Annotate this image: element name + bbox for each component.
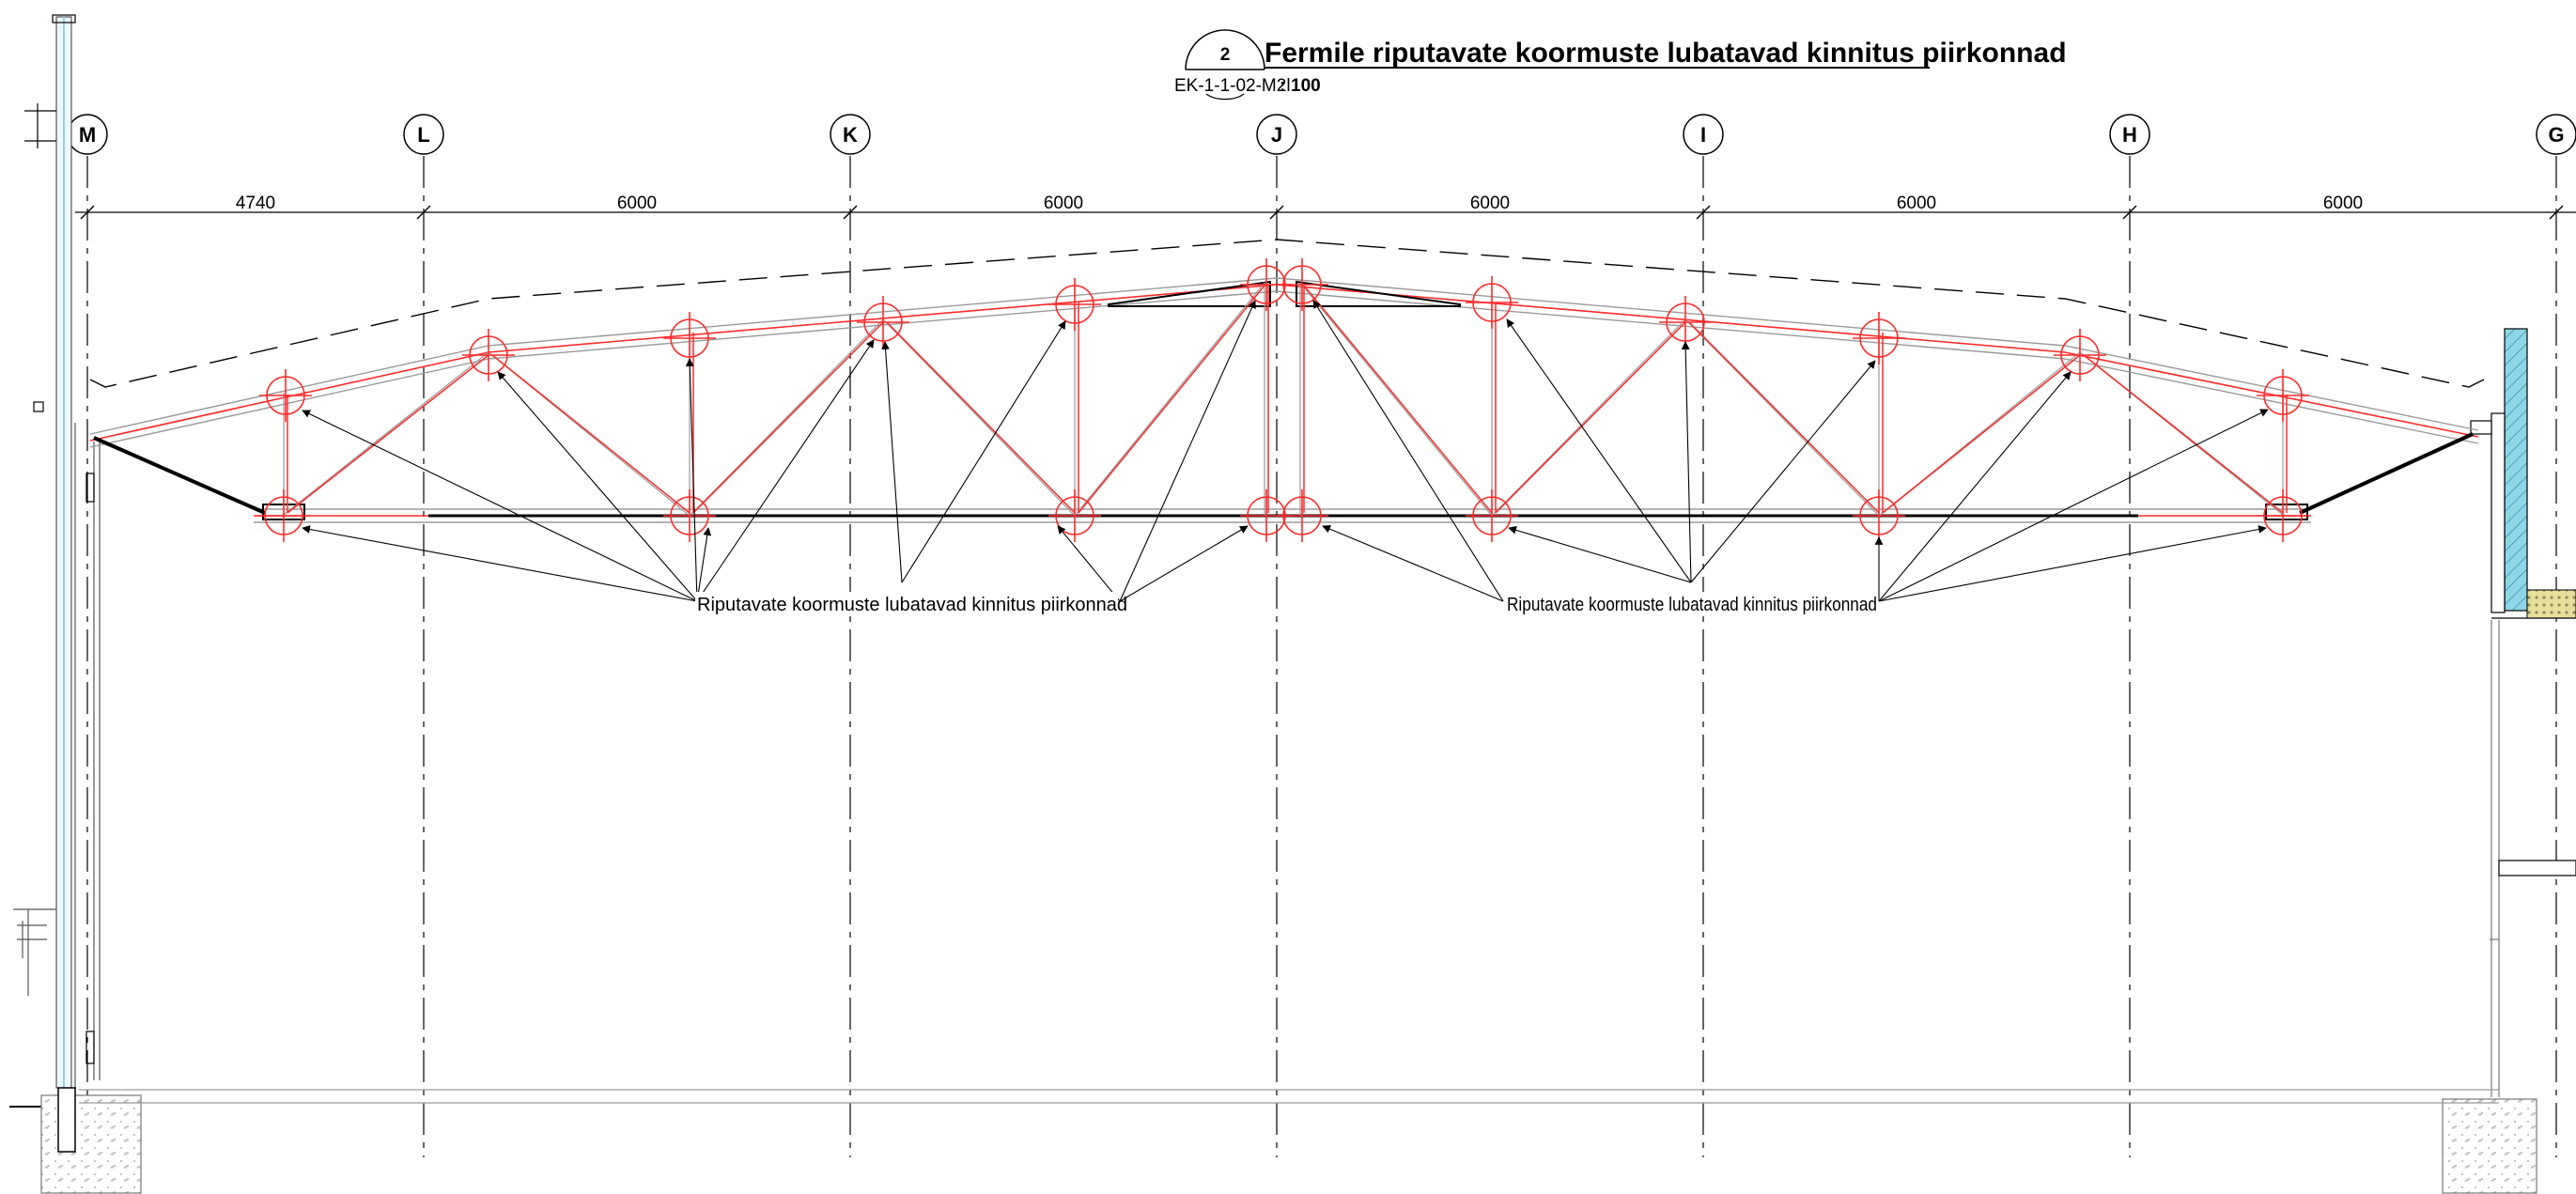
view-number-bubble (1185, 29, 1265, 70)
dimension-j-i: 6000 (1470, 194, 1510, 213)
dimension-h-g: 6000 (2323, 194, 2363, 213)
dimension-i-h: 6000 (1897, 194, 1936, 213)
svg-text:J: J (1271, 123, 1282, 147)
load-zone-markers (257, 258, 2309, 542)
load-zone-bottom-3 (1048, 489, 1101, 542)
grid-bubble-h: H (2109, 114, 2150, 155)
svg-text:H: H (2122, 123, 2137, 147)
load-zone-bottom-2 (663, 489, 716, 542)
dimension-l-k: 6000 (617, 194, 657, 213)
load-zone-bottom-6 (1466, 489, 1518, 542)
callout-leaders-right (1312, 300, 2269, 602)
scale-separator: : (1280, 76, 1285, 96)
svg-text:G: G (2548, 123, 2564, 147)
grid-bubble-g: G (2536, 114, 2576, 155)
load-zone-bottom-7 (1853, 489, 1905, 542)
dimension-line: 4740 6000 6000 6000 6000 6000 (75, 194, 2576, 220)
dimension-m-l: 4740 (236, 194, 275, 213)
load-zone-top-5 (1048, 278, 1101, 331)
view-number: 2 (1220, 45, 1231, 65)
callout-label-right: Riputavate koormuste lubatavad kinnitus … (1507, 595, 1877, 615)
load-zone-top-4 (857, 296, 909, 349)
grid-bubble-k: K (830, 114, 871, 155)
grid-bubbles: M L K J I H G (67, 114, 2576, 155)
load-zone-bottom-1 (257, 489, 310, 542)
load-zone-top-1 (259, 369, 312, 422)
load-zone-bottom-8 (2257, 489, 2309, 542)
grid-bubble-m: M (67, 114, 108, 155)
view-scale: 100 (1291, 76, 1321, 96)
view-title-text: Fermile riputavate koormuste lubatavad k… (1265, 38, 2067, 69)
grid-bubble-j: J (1256, 114, 1297, 155)
load-zone-top-3 (663, 312, 716, 364)
ridge-plates (1108, 280, 1461, 307)
left-foundation (40, 1087, 142, 1194)
callout-label-left: Riputavate koormuste lubatavad kinnitus … (697, 595, 1127, 615)
grid-bubble-i: I (1683, 114, 1724, 155)
web-members (283, 282, 2288, 517)
view-reference: EK-1-1-02-M2l (1174, 76, 1291, 96)
load-zone-top-9 (1659, 296, 1712, 349)
load-zone-top-11 (2054, 329, 2106, 381)
svg-text:K: K (843, 123, 858, 147)
dimension-k-j: 6000 (1044, 194, 1083, 213)
svg-text:L: L (417, 123, 429, 147)
truss (89, 258, 2479, 542)
roof-outline (89, 239, 2485, 388)
load-zone-top-2 (462, 329, 515, 381)
load-zone-top-7 (1276, 258, 1328, 311)
load-zone-top-12 (2257, 369, 2309, 422)
callout-label-group: Riputavate koormuste lubatavad kinnitus … (695, 592, 1877, 615)
callout-leaders-left (302, 300, 1256, 602)
right-wall (2442, 328, 2576, 1194)
load-zone-top-10 (1853, 312, 1905, 364)
view-title: 2 Fermile riputavate koormuste lubatavad… (1174, 29, 2067, 101)
svg-text:I: I (1700, 123, 1706, 147)
top-chord (89, 277, 2479, 448)
left-wall (9, 14, 101, 1108)
svg-text:M: M (79, 123, 96, 147)
load-zone-top-8 (1466, 276, 1518, 329)
floor-line (79, 1089, 2499, 1104)
end-rakers (93, 432, 2474, 515)
grid-bubble-l: L (403, 114, 444, 155)
load-zone-bottom-5 (1276, 489, 1328, 542)
